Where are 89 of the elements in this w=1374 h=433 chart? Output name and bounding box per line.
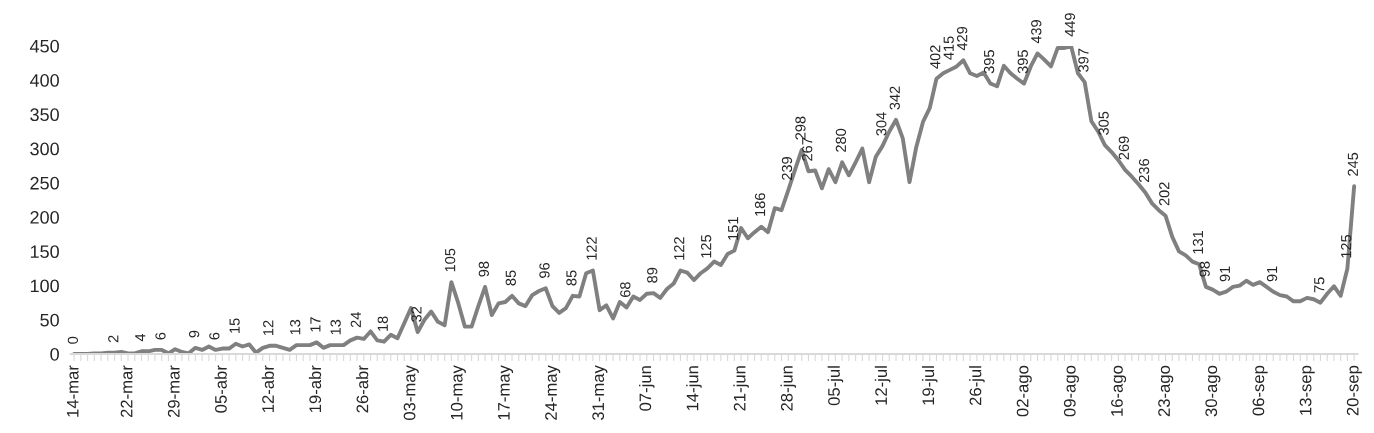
data-label: 298 [795,116,806,140]
data-label: 75 [1314,277,1325,293]
data-label: 304 [876,112,887,136]
x-tick-label: 19-jul [921,366,938,405]
data-label: 91 [1219,266,1231,282]
data-label: 68 [620,282,631,297]
x-tick-label: 20-sep [1346,365,1362,416]
data-label: 125 [1340,234,1352,258]
data-label: 397 [1078,48,1089,72]
y-tick-label: 0 [50,347,59,361]
x-tick-label: 14-jun [686,366,702,411]
data-label: 85 [505,270,516,286]
data-label: 2 [108,335,119,343]
y-tick-label: 250 [30,176,59,190]
y-tick-label: 100 [30,279,59,293]
data-label: 342 [889,86,900,110]
data-label: 186 [754,193,766,216]
x-tick-label: 10-may [450,365,466,420]
x-tick-label: 07-jun [639,366,655,411]
x-tick-label: 23-ago [1158,365,1174,417]
data-label: 449 [1064,13,1076,37]
data-label: 305 [1098,111,1109,135]
data-label: 6 [209,332,220,340]
data-label: 280 [835,128,847,152]
data-label: 12 [263,320,274,335]
y-tick-label: 50 [40,313,59,327]
x-tick-label: 30-ago [1205,365,1221,417]
data-label: 13 [290,319,301,335]
x-tick-label: 12-jul [874,366,891,405]
x-tick-label: 09-ago [1063,365,1079,417]
data-label: 202 [1159,182,1170,206]
x-tick-label: 05-abr [214,365,227,413]
data-label: 439 [1031,20,1042,44]
data-label: 402 [930,45,941,69]
data-label: 91 [1266,266,1278,282]
x-tick-label: 13-sep [1299,365,1315,415]
data-label: 429 [956,26,968,51]
data-label: 245 [1347,152,1359,176]
x-tick-label: 26-abr [356,365,369,413]
x-tick-label: 02-ago [1016,365,1032,417]
x-tick-label: 03-may [403,365,419,421]
data-label: 96 [539,262,550,278]
x-tick-label: 28-jun [780,366,797,411]
y-tick-label: 350 [30,108,59,122]
data-label: 6 [155,332,166,340]
data-label: 98 [1199,261,1210,277]
y-tick-label: 300 [30,142,59,156]
data-label: 0 [67,336,79,344]
x-tick-label: 14-mar [66,365,79,417]
data-label: 9 [188,330,200,338]
y-tick-label: 150 [30,245,59,259]
data-label: 98 [478,261,489,277]
x-tick-label: 16-ago [1111,365,1127,416]
data-label: 269 [1118,136,1129,160]
data-label: 395 [1017,50,1028,74]
data-label: 15 [229,318,240,333]
data-label: 17 [310,317,321,332]
data-label: 151 [728,217,739,240]
data-label: 122 [674,237,685,260]
data-label: 267 [802,137,813,161]
data-label: 18 [377,316,388,331]
x-tick-label: 31-may [592,365,608,421]
y-tick-label: 450 [29,39,59,53]
y-tick-label: 400 [29,74,59,87]
x-tick-label: 12-abr [261,365,274,413]
data-label: 13 [330,319,341,335]
x-tick-label: 22-mar [120,365,133,418]
data-label: 89 [647,267,658,283]
data-label: 415 [943,36,954,60]
x-tick-label: 06-sep [1252,365,1268,416]
x-tick-label: 24-may [545,365,561,420]
data-label: 32 [411,306,422,322]
data-label: 122 [586,237,597,260]
x-tick-label: 21-jun [733,366,749,411]
x-tick-label: 19-abr [308,365,322,413]
data-label: 131 [1192,230,1204,254]
data-label: 85 [566,270,577,286]
data-label: 239 [781,157,793,180]
x-tick-label: 29-mar [167,365,180,418]
x-tick-label: 17-may [498,365,514,420]
x-tick-label: 05-jul [827,366,844,406]
data-label: 4 [135,333,146,342]
x-tick-label: 26-jul [969,366,985,406]
y-tick-label: 200 [30,211,59,224]
data-label: 236 [1138,159,1150,182]
data-label: 24 [350,312,361,328]
data-label: 395 [983,50,995,74]
data-label: 125 [700,234,712,258]
data-label: 105 [444,248,456,272]
